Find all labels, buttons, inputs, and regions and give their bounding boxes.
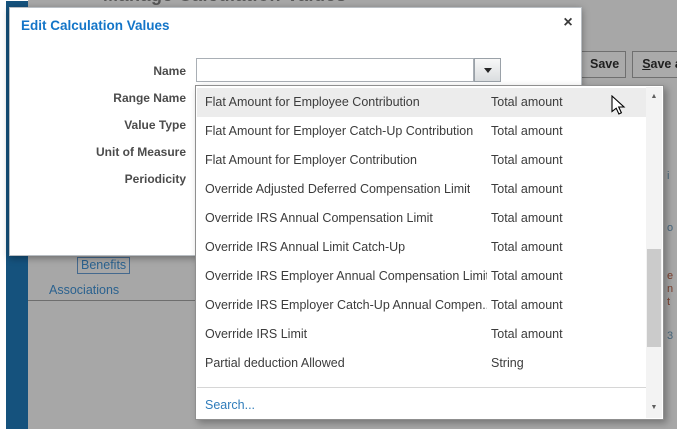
scroll-down-icon[interactable]: ▼ [650, 404, 658, 411]
item-type: Total amount [491, 240, 563, 254]
item-type: Total amount [491, 153, 563, 167]
item-name: Override IRS Employer Catch-Up Annual Co… [205, 298, 487, 312]
save-and-close-mnemonic: S [642, 57, 651, 71]
save-button[interactable]: Save [581, 51, 626, 78]
save-and-close-button[interactable]: Save a [632, 51, 677, 78]
dropdown-item[interactable]: Override IRS Employer Catch-Up Annual Co… [197, 291, 646, 320]
item-name: Override IRS Limit [205, 327, 308, 341]
page-title-text: Manage Calculation Values [103, 0, 423, 6]
dropdown-toggle-button[interactable] [474, 58, 501, 82]
dropdown-rows: Flat Amount for Employee Contribution To… [197, 88, 646, 378]
clipped-bg-text: i [667, 170, 670, 182]
scrollbar-thumb[interactable] [647, 249, 661, 347]
item-type: Total amount [491, 182, 563, 196]
close-icon[interactable]: × [563, 14, 573, 31]
item-name: Override IRS Employer Annual Compensatio… [205, 269, 487, 283]
scroll-up-icon[interactable]: ▲ [650, 93, 658, 100]
dropdown-item[interactable]: Flat Amount for Employee Contribution To… [197, 88, 646, 117]
dropdown-item[interactable]: Override IRS Annual Compensation Limit T… [197, 204, 646, 233]
item-type: Total amount [491, 95, 563, 109]
dialog-title: Edit Calculation Values [21, 18, 170, 33]
dropdown-item[interactable]: Override IRS Annual Limit Catch-Up Total… [197, 233, 646, 262]
clipped-bg-text: t [667, 296, 671, 308]
item-name: Flat Amount for Employer Contribution [205, 153, 417, 167]
item-name: Override Adjusted Deferred Compensation … [205, 182, 471, 196]
item-type: Total amount [491, 269, 563, 283]
item-type: Total amount [491, 327, 563, 341]
clipped-bg-text: 3 [667, 330, 674, 342]
periodicity-label: Periodicity [124, 172, 186, 186]
benefits-link[interactable]: Benefits [77, 257, 131, 274]
name-label: Name [153, 64, 186, 78]
item-name: Override IRS Annual Compensation Limit [205, 211, 433, 225]
dropdown-item[interactable]: Override IRS Limit Total amount [197, 320, 646, 349]
clipped-bg-text: e [667, 270, 674, 282]
clipped-bg-text: o [667, 222, 674, 234]
page-title-clipped: Manage Calculation Values [103, 0, 423, 8]
item-name: Flat Amount for Employer Catch-Up Contri… [205, 124, 474, 138]
item-type: Total amount [491, 211, 563, 225]
dropdown-item[interactable]: Override IRS Employer Annual Compensatio… [197, 262, 646, 291]
item-type: Total amount [491, 124, 563, 138]
dropdown-item[interactable]: Flat Amount for Employer Contribution To… [197, 146, 646, 175]
associations-link[interactable]: Associations [49, 283, 120, 297]
dropdown-item[interactable]: Override Adjusted Deferred Compensation … [197, 175, 646, 204]
item-name: Flat Amount for Employee Contribution [205, 95, 420, 109]
name-dropdown-panel: Flat Amount for Employee Contribution To… [195, 85, 664, 420]
mouse-cursor-icon [611, 95, 626, 115]
item-name: Partial deduction Allowed [205, 356, 345, 370]
save-and-close-label-rest: ave a [650, 57, 677, 71]
item-name: Override IRS Annual Limit Catch-Up [205, 240, 406, 254]
unit-of-measure-label: Unit of Measure [95, 145, 186, 159]
dropdown-arrow-icon [483, 68, 492, 74]
name-input[interactable] [196, 58, 474, 82]
dropdown-item[interactable]: Partial deduction Allowed String [197, 349, 646, 378]
item-type: String [491, 356, 524, 370]
dropdown-item[interactable]: Flat Amount for Employer Catch-Up Contri… [197, 117, 646, 146]
range-name-label: Range Name [113, 91, 186, 105]
dropdown-scrollbar[interactable]: ▲ ▼ [646, 87, 662, 418]
item-type: Total amount [491, 298, 563, 312]
clipped-bg-text: n [667, 283, 674, 295]
value-type-label: Value Type [124, 118, 186, 132]
search-divider [197, 387, 646, 388]
search-link[interactable]: Search... [205, 398, 256, 412]
